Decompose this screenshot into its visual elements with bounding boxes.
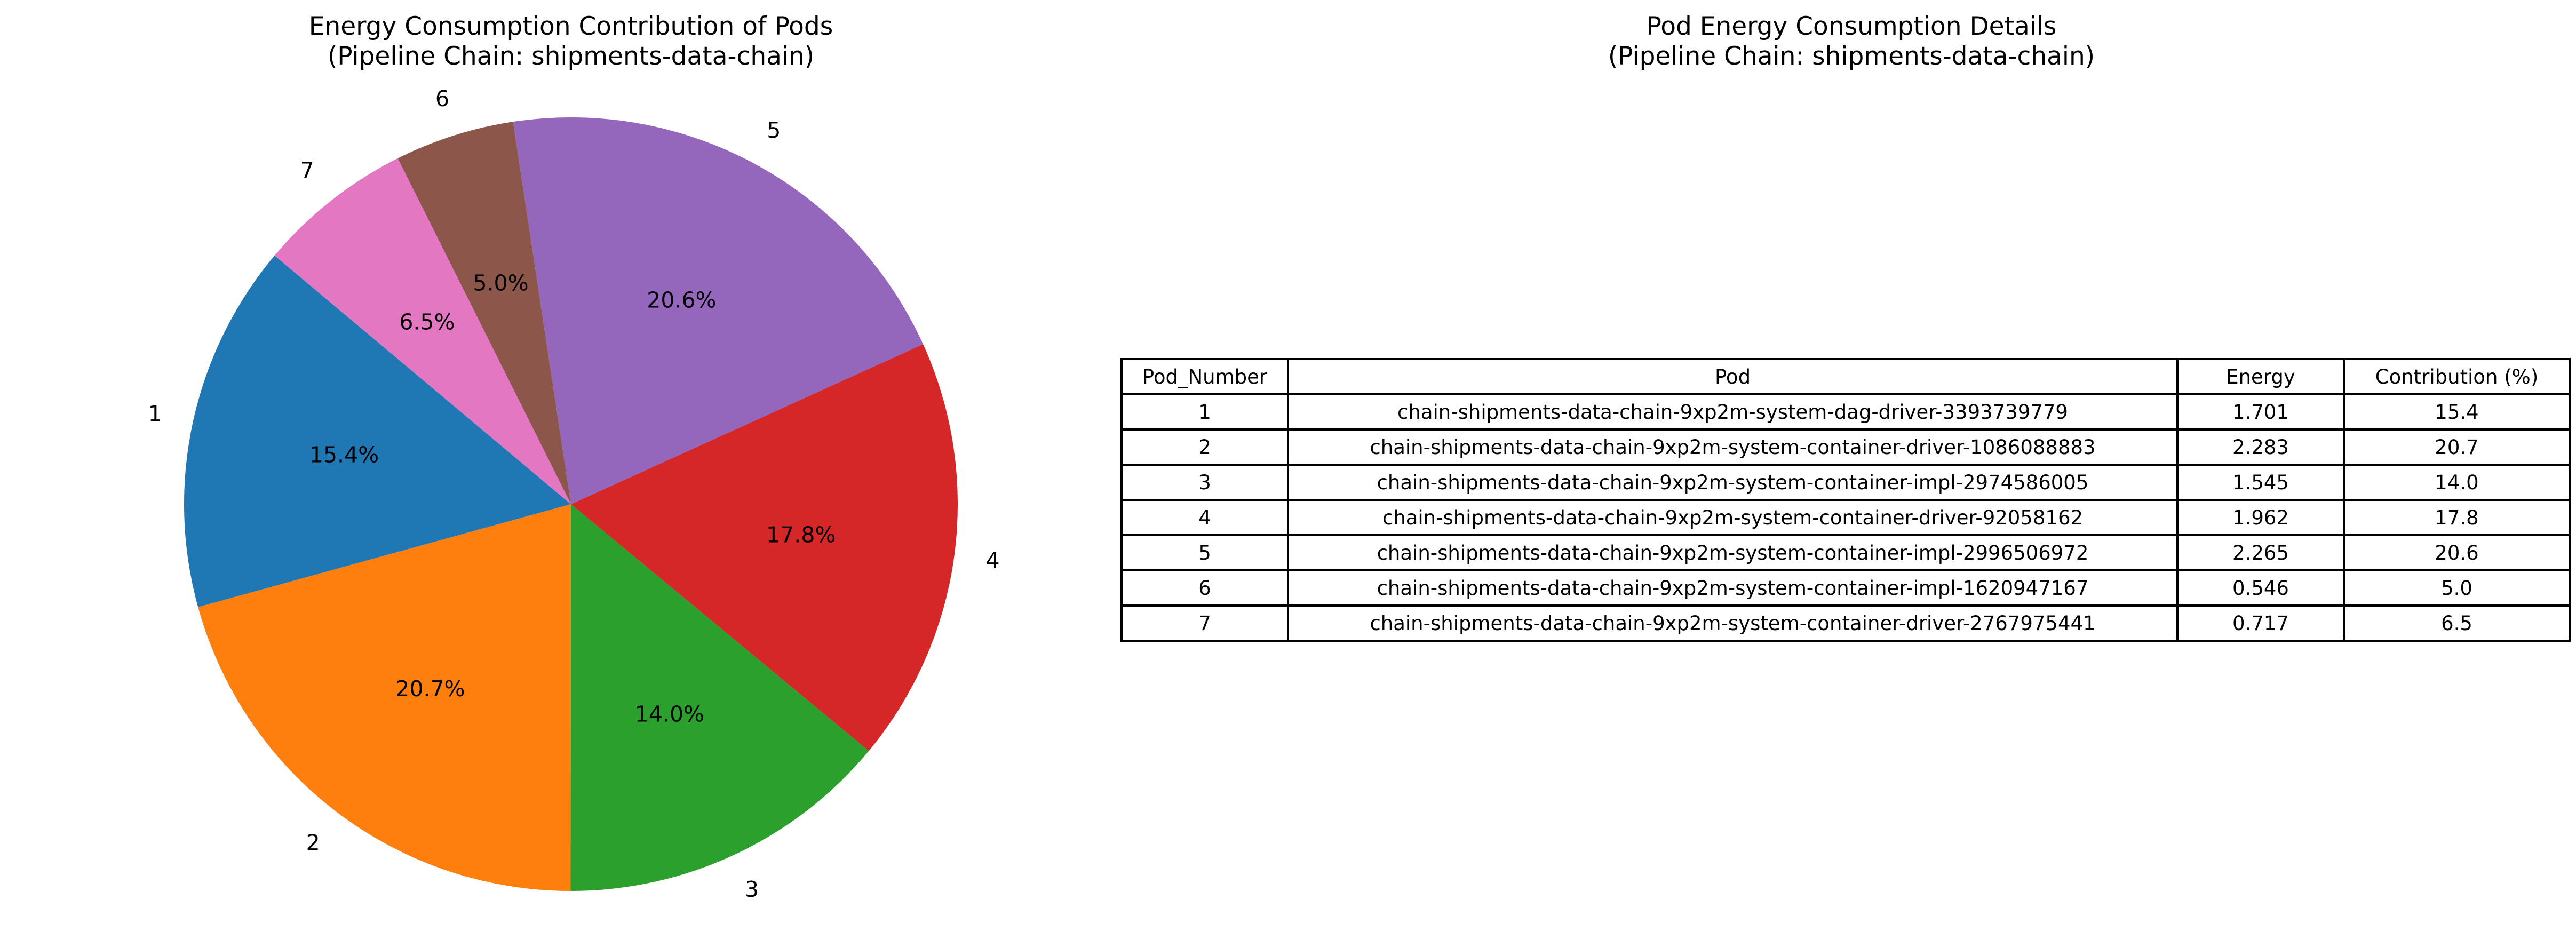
pie-slice-3 [570,504,869,892]
cell-energy: 2.283 [2176,428,2345,466]
table-title: Pod Energy Consumption Details [1646,12,2057,41]
cell-pod-number: 3 [1120,464,1289,501]
pie-slice-label: 1 [148,401,162,426]
cell-pod-name: chain-shipments-data-chain-9xp2m-system-… [1287,464,2179,501]
cell-contribution: 6.5 [2343,604,2571,642]
pie-slice-label: 6 [435,86,449,112]
pie-slice-4 [571,344,958,751]
cell-pod-number: 6 [1120,569,1289,607]
cell-pod-number: 4 [1120,499,1289,536]
cell-contribution: 15.4 [2343,393,2571,431]
pie-percent-label: 20.7% [395,676,465,702]
cell-pod-name: chain-shipments-data-chain-9xp2m-system-… [1287,428,2179,466]
table-row: 3 chain-shipments-data-chain-9xp2m-syste… [1120,464,2571,501]
table-row: 5 chain-shipments-data-chain-9xp2m-syste… [1120,534,2571,571]
pie-percent-label: 5.0% [473,270,528,296]
table-row: 2 chain-shipments-data-chain-9xp2m-syste… [1120,428,2571,466]
cell-contribution: 14.0 [2343,464,2571,501]
pie-percent-label: 20.6% [647,288,716,313]
pie-percent-label: 17.8% [766,522,836,548]
cell-energy: 2.265 [2176,534,2345,571]
pie-chart-subtitle: (Pipeline Chain: shipments-data-chain) [327,42,815,71]
cell-energy: 1.545 [2176,464,2345,501]
pie-slice-label: 4 [985,548,999,574]
column-header-pod-number: Pod_Number [1120,358,1289,395]
cell-contribution: 17.8 [2343,499,2571,536]
pod-energy-table: Pod_Number Pod Energy Contribution (%) 1… [1120,358,2571,642]
cell-pod-name: chain-shipments-data-chain-9xp2m-system-… [1287,569,2179,607]
column-header-energy: Energy [2176,358,2345,395]
pie-chart: 1 15.4% 2 20.7% 3 14.0% 4 17.8% 5 20.6% 6 5.0% 7 6.5% [148,86,1000,902]
pie-slice-label: 5 [767,117,781,143]
cell-pod-name: chain-shipments-data-chain-9xp2m-system-… [1287,534,2179,571]
table-row: 6 chain-shipments-data-chain-9xp2m-syste… [1120,569,2571,607]
cell-pod-name: chain-shipments-data-chain-9xp2m-system-… [1287,604,2179,642]
cell-energy: 0.717 [2176,604,2345,642]
cell-energy: 0.546 [2176,569,2345,607]
cell-pod-number: 2 [1120,428,1289,466]
pie-slice-label: 3 [745,877,759,902]
cell-contribution: 20.7 [2343,428,2571,466]
cell-energy: 1.701 [2176,393,2345,431]
cell-pod-name: chain-shipments-data-chain-9xp2m-system-… [1287,393,2179,431]
pie-slice-2 [198,504,571,891]
table-row: 4 chain-shipments-data-chain-9xp2m-syste… [1120,499,2571,536]
cell-energy: 1.962 [2176,499,2345,536]
cell-pod-number: 7 [1120,604,1289,642]
cell-pod-name: chain-shipments-data-chain-9xp2m-system-… [1287,499,2179,536]
table-row: 7 chain-shipments-data-chain-9xp2m-syste… [1120,604,2571,642]
pie-slice-label: 7 [300,157,314,183]
table-header-row: Pod_Number Pod Energy Contribution (%) [1120,358,2571,395]
pie-slice-1 [184,255,571,608]
pie-percent-label: 15.4% [309,442,379,468]
pie-percent-label: 6.5% [399,309,455,335]
cell-pod-number: 1 [1120,393,1289,431]
pie-slice-6 [397,122,571,504]
cell-pod-number: 5 [1120,534,1289,571]
pie-percent-label: 14.0% [635,702,704,727]
cell-contribution: 20.6 [2343,534,2571,571]
pie-chart-title: Energy Consumption Contribution of Pods [308,12,833,41]
cell-contribution: 5.0 [2343,569,2571,607]
table-row: 1 chain-shipments-data-chain-9xp2m-syste… [1120,393,2571,431]
pie-slice-7 [274,158,571,504]
pie-slice-5 [513,117,924,504]
column-header-contribution: Contribution (%) [2343,358,2571,395]
pie-slice-label: 2 [306,830,320,855]
table-subtitle: (Pipeline Chain: shipments-data-chain) [1608,42,2095,71]
column-header-pod: Pod [1287,358,2179,395]
